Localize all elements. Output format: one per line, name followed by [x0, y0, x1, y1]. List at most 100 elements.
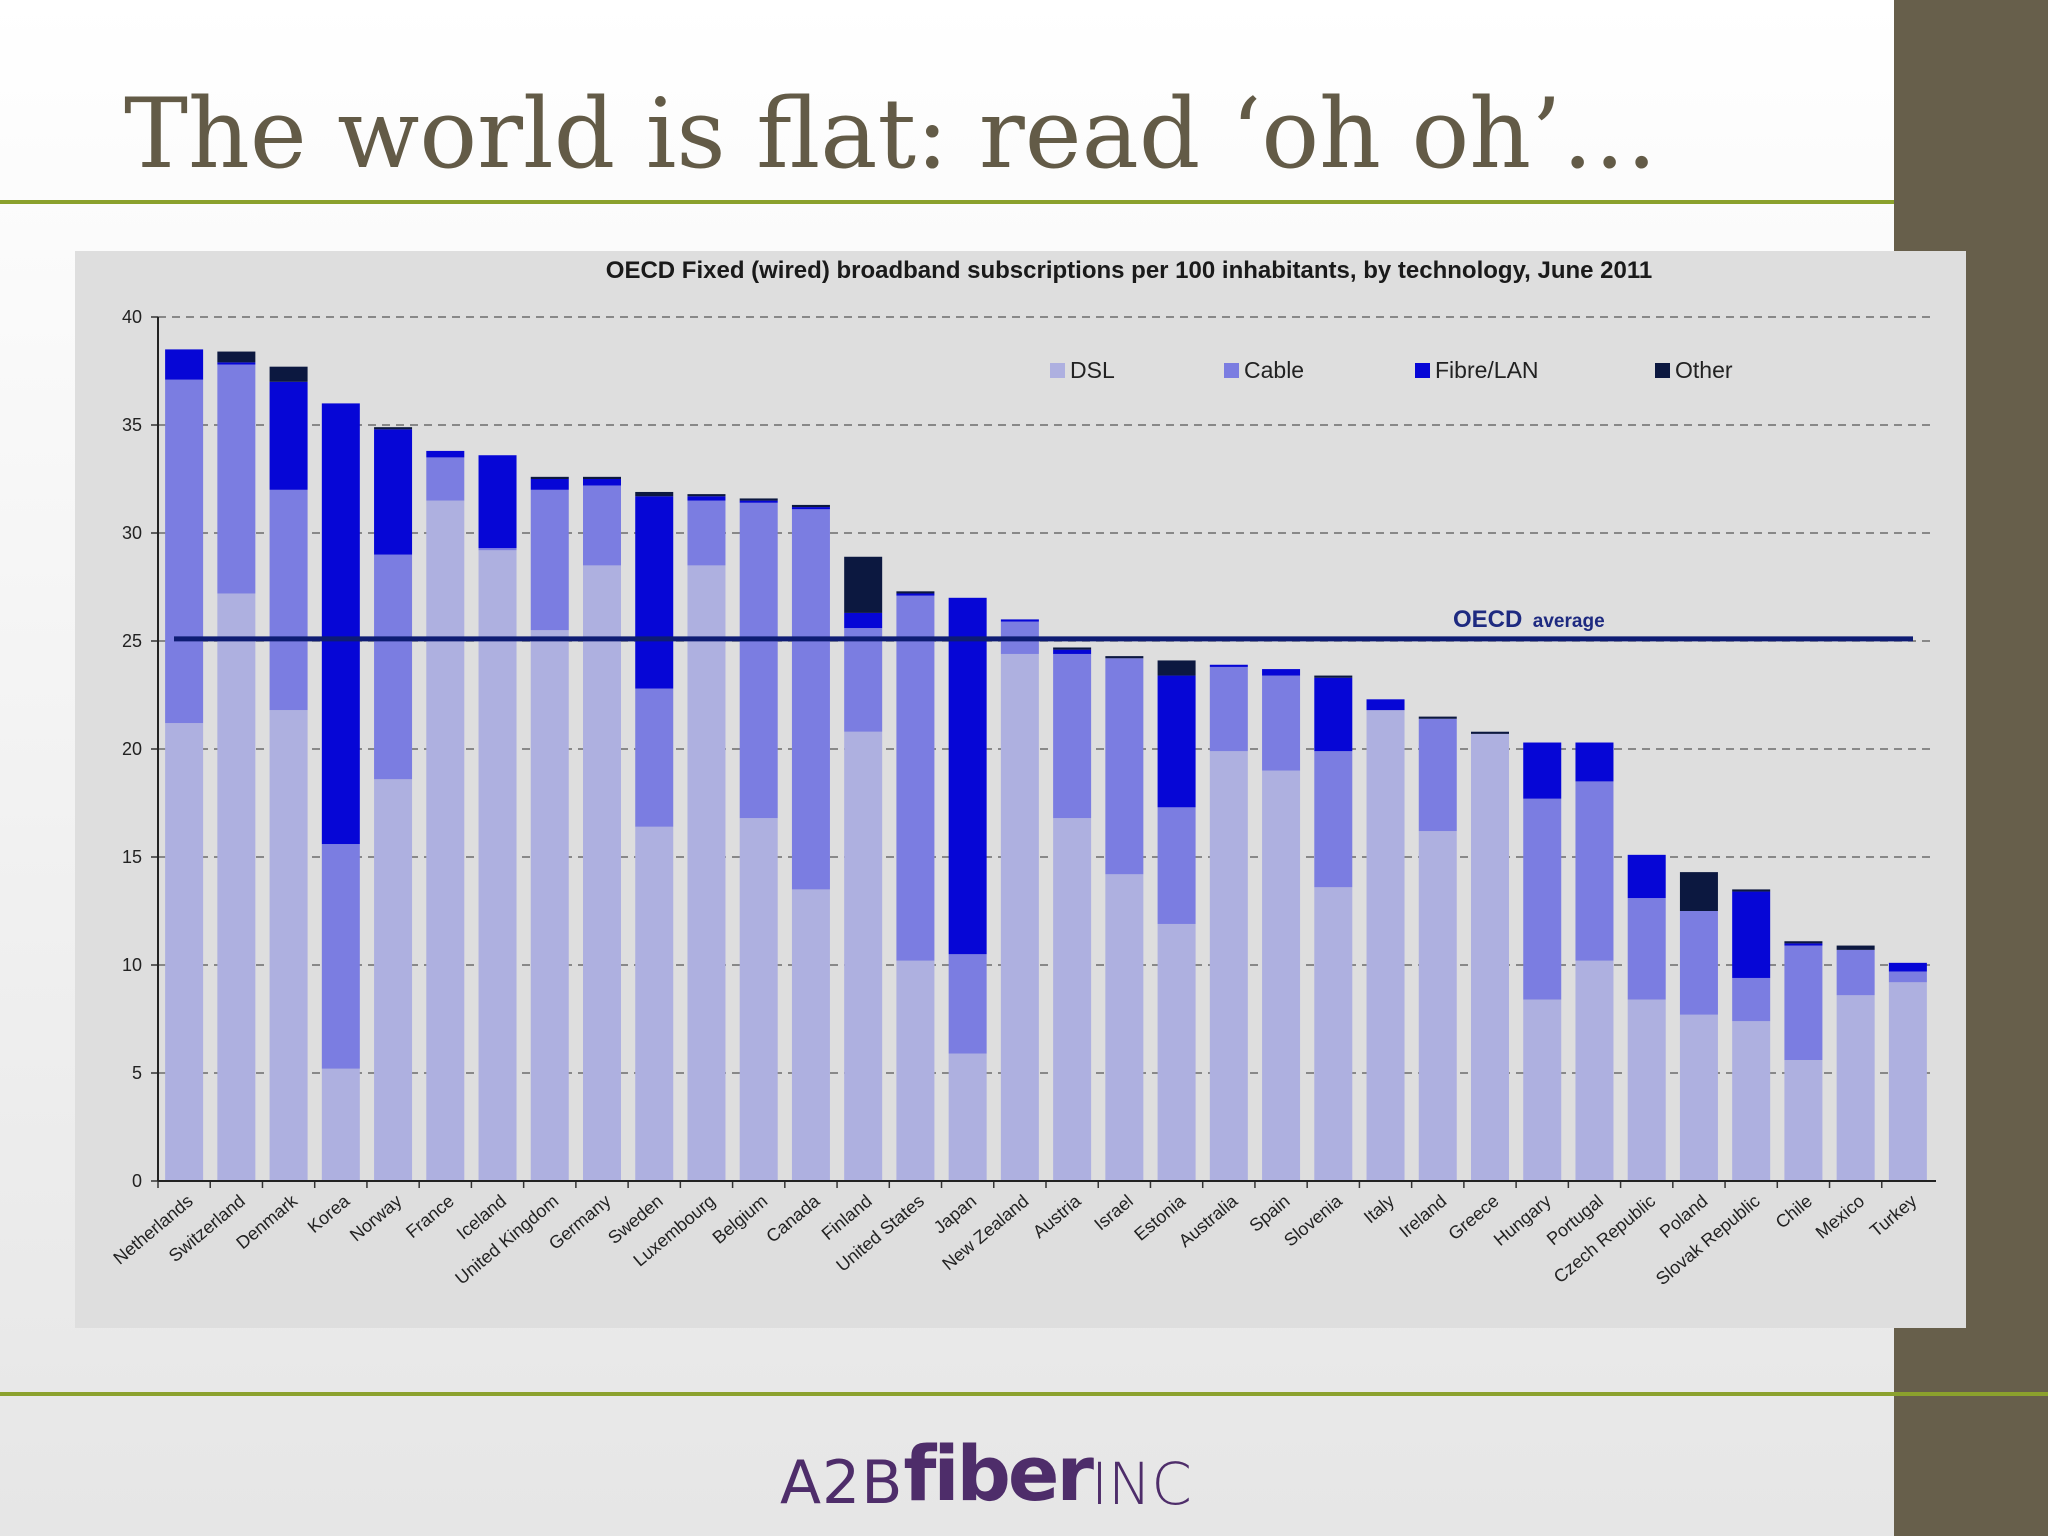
bar-segment-cable [1836, 949, 1875, 996]
y-tick-label: 40 [122, 307, 142, 327]
bar-segment-other [1157, 660, 1196, 676]
x-tick-label: Chile [1772, 1191, 1816, 1233]
bar-segment-cable [1888, 971, 1927, 983]
bar-segment-fibre-lan [1575, 742, 1614, 782]
bar-segment-dsl [948, 1053, 987, 1181]
bar-segment-other [1836, 945, 1875, 950]
legend: DSL Cable Fibre/LAN Other [1050, 357, 1733, 383]
bar-segment-fibre-lan [1784, 943, 1823, 946]
bar-segment-dsl [844, 731, 883, 1181]
bar-segment-dsl [896, 960, 935, 1181]
y-tick-label: 10 [122, 955, 142, 975]
bar-segment-fibre-lan [739, 500, 778, 503]
bar-segment-dsl [687, 565, 726, 1181]
bar-segment-cable [478, 548, 517, 551]
y-tick-label: 30 [122, 523, 142, 543]
bar-segment-fibre-lan [1157, 675, 1196, 808]
bar-segment-dsl [1000, 653, 1039, 1181]
average-label-main: OECD [1453, 606, 1522, 633]
bar-segment-dsl [583, 565, 621, 1181]
logo-fiber: fiber [903, 1429, 1094, 1518]
y-tick-label: 25 [122, 631, 142, 651]
bar-segment-fibre-lan [791, 507, 830, 510]
y-tick-label: 35 [122, 415, 142, 435]
bar-segment-cable [1209, 666, 1248, 752]
x-tick-label: Australia [1175, 1190, 1242, 1251]
x-tick-label: Hungary [1490, 1191, 1555, 1250]
y-tick-label: 5 [132, 1063, 142, 1083]
x-tick-label: Israel [1090, 1191, 1137, 1235]
bar-segment-cable [530, 489, 569, 631]
chart-panel: 0 5 10 15 20 25 30 35 40 Netherlands Switzerland De… [75, 251, 1966, 1328]
bar-segment-cable [217, 364, 256, 594]
y-tick-label: 20 [122, 739, 142, 759]
bar-segment-other [1732, 889, 1771, 892]
bar-segment-other [844, 556, 883, 613]
bar-segment-fibre-lan [1053, 649, 1092, 654]
bar-segment-cable [739, 502, 778, 819]
bar-segment-cable [426, 457, 465, 501]
bar-segment-other [530, 476, 569, 479]
bar-segment-other [1105, 656, 1144, 659]
bar-segment-fibre-lan [530, 479, 569, 490]
bar-segment-other [896, 591, 935, 594]
bar-segment-dsl [791, 889, 830, 1181]
bar-segment-cable [896, 595, 935, 961]
bar-segment-dsl [1366, 710, 1405, 1181]
bar-segment-dsl [374, 779, 413, 1181]
bar-segment-dsl [1262, 770, 1301, 1181]
x-tick-label: Canada [762, 1190, 824, 1246]
bar-segment-dsl [1209, 751, 1248, 1181]
bar-segment-dsl [478, 550, 517, 1181]
bar-segment-fibre-lan [269, 381, 308, 490]
legend-label: Fibre/LAN [1435, 357, 1539, 383]
bar-segment-other [791, 504, 830, 508]
bar-segment-cable [1314, 751, 1353, 888]
bar-segment-cable [948, 954, 987, 1054]
bar-segment-cable [1784, 945, 1823, 1061]
bar-segment-other [583, 476, 621, 479]
bar-segment-cable [1627, 898, 1666, 1000]
footer-divider [0, 1392, 2048, 1396]
bar-segment-fibre-lan [1732, 891, 1771, 978]
bar-segment-fibre-lan [374, 429, 413, 555]
bar-segment-other [374, 427, 413, 430]
logo-a2b: A2B [780, 1448, 904, 1518]
bar-segment-dsl [739, 818, 778, 1181]
bar-segment-dsl [165, 723, 204, 1181]
y-tick-label: 0 [132, 1171, 142, 1191]
bar-segment-cable [1157, 807, 1196, 924]
a2bfiber-logo: A2B fiber INC [780, 1429, 1192, 1518]
bar-segment-fibre-lan [478, 455, 517, 549]
bar-segment-cable [844, 628, 883, 732]
bar-segment-dsl [1784, 1060, 1823, 1181]
bar-segment-dsl [217, 593, 256, 1181]
bar-segment-fibre-lan [321, 403, 360, 845]
stacked-bar-chart: 0510152025303540NetherlandsSwitzerlandDe… [109, 257, 1936, 1289]
bar-segment-dsl [635, 826, 674, 1181]
bar-segment-other [269, 366, 308, 382]
bar-segment-other [687, 494, 726, 497]
x-tick-label: Austria [1029, 1190, 1086, 1242]
oecd-average: OECD average [174, 606, 1913, 642]
bar-segment-fibre-lan [1262, 669, 1301, 676]
bar-segment-other [1679, 872, 1718, 911]
legend-swatch [1655, 363, 1670, 378]
x-tick-label: France [402, 1191, 458, 1242]
bar-segment-other [1418, 716, 1457, 719]
bar-segment-dsl [530, 630, 569, 1181]
bar-segment-dsl [321, 1068, 360, 1181]
logo-inc: INC [1090, 1450, 1192, 1518]
bars [165, 349, 1927, 1182]
bar-segment-cable [321, 844, 360, 1069]
bar-segment-other [1471, 731, 1509, 734]
y-tick-label: 15 [122, 847, 142, 867]
bar-segment-dsl [1627, 999, 1666, 1181]
x-tick-label: Mexico [1812, 1191, 1869, 1243]
x-tick-label: Slovenia [1280, 1190, 1347, 1250]
x-tick-label: Turkey [1866, 1191, 1920, 1241]
bar-segment-dsl [1575, 960, 1614, 1181]
bar-segment-dsl [1523, 999, 1562, 1181]
bar-segment-fibre-lan [1627, 854, 1666, 899]
bar-segment-fibre-lan [217, 362, 256, 365]
